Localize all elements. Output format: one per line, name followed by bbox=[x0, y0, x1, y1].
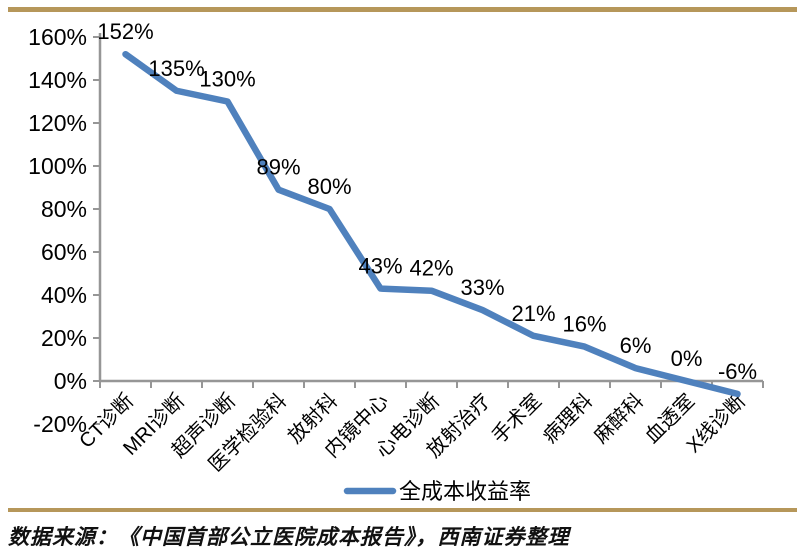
data-label: 33% bbox=[460, 275, 504, 300]
x-category-labels: CT诊断MRI诊断超声诊断医学检验科放射科内镜中心心电诊断放射治疗手术室病理科麻… bbox=[75, 389, 750, 476]
data-source-note: 数据来源：《中国首部公立医院成本报告》，西南证券整理 bbox=[8, 525, 570, 549]
data-labels: 152% 135%130% 89% 80% 43% 42% 33% 21% 16% 6% 0% -6% bbox=[97, 19, 757, 384]
legend: 全成本收益率 bbox=[343, 479, 531, 504]
y-tick-label: 160% bbox=[28, 24, 87, 50]
data-label: 21% bbox=[511, 301, 555, 326]
data-label: 89% bbox=[256, 155, 300, 180]
axes bbox=[98, 33, 763, 383]
data-label: 135% bbox=[148, 56, 204, 81]
y-tick-label: 60% bbox=[41, 239, 87, 265]
data-label: 16% bbox=[562, 312, 606, 337]
y-tick-label: 140% bbox=[28, 67, 87, 93]
data-label: 6% bbox=[620, 333, 652, 358]
legend-label: 全成本收益率 bbox=[399, 479, 531, 504]
top-divider bbox=[8, 7, 797, 12]
data-label: 0% bbox=[671, 346, 703, 371]
x-category-label: 麻醉科 bbox=[589, 389, 648, 448]
data-label: -6% bbox=[718, 359, 757, 384]
y-tick-label: 80% bbox=[41, 196, 87, 222]
y-tick-label: 40% bbox=[41, 282, 87, 308]
y-tick-label: -20% bbox=[33, 411, 87, 437]
data-label: 130% bbox=[199, 67, 255, 92]
y-tick-label: 100% bbox=[28, 153, 87, 179]
y-tick-label: 0% bbox=[54, 368, 87, 394]
y-tick-label: 120% bbox=[28, 110, 87, 136]
data-label: 42% bbox=[409, 256, 453, 281]
data-label: 152% bbox=[97, 19, 153, 44]
y-tick-labels: 160% 140% 120% 100% 80% 60% 40% 20% 0% -20% bbox=[28, 24, 100, 437]
x-category-label: 病理科 bbox=[538, 389, 597, 448]
series-line bbox=[122, 50, 741, 398]
data-label: 43% bbox=[358, 254, 402, 279]
x-category-label: 手术室 bbox=[487, 389, 546, 448]
data-label: 80% bbox=[307, 174, 351, 199]
y-tick-label: 20% bbox=[41, 325, 87, 351]
bottom-divider bbox=[8, 508, 797, 512]
x-ticks bbox=[99, 381, 764, 388]
